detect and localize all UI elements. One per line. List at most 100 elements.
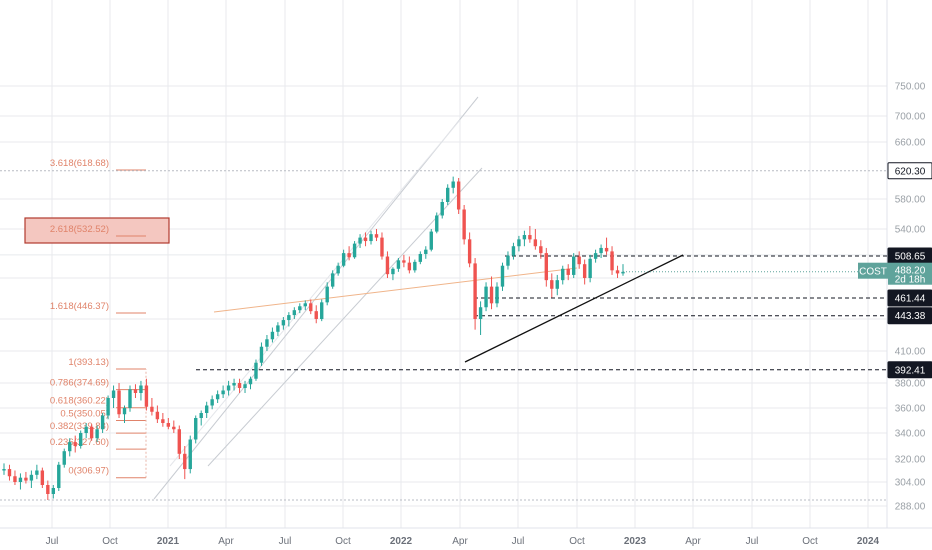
y-tick-label: 580.00 [895,195,926,206]
y-tick-label: 320.00 [895,455,926,466]
x-tick-label: Apr [218,536,234,547]
candle-body [528,235,532,240]
candle-body [194,418,198,440]
candle-body [243,384,247,388]
x-tick-label: Oct [102,536,118,547]
candle-body [539,246,543,254]
horizontal-levels[interactable] [0,170,887,501]
candle-body [424,249,428,254]
fib-level-label: 0.5(350.05) [60,408,109,419]
fib-level-label: 3.618(618.68) [50,158,109,169]
candle-body [237,383,242,388]
fib-level-label: 0.618(360.22) [50,396,109,407]
y-tick-label: 288.00 [895,502,926,513]
candle-body [336,265,340,274]
candle-body [117,390,121,415]
candle-body [248,378,253,385]
x-tick-label: 2021 [157,536,180,547]
symbol-tag: COST [859,267,887,278]
current-price-label: 488.20 [895,266,926,277]
candle-body [369,234,373,242]
candle-body [215,394,220,400]
candle-body [7,469,12,477]
candle-body [599,247,603,254]
candle-body [325,286,329,303]
candle-body [144,385,149,407]
candle-body [139,385,143,393]
price-level-tag: 443.38 [895,311,926,322]
candle-body [95,429,99,439]
candle-body [484,286,488,308]
y-tick-label: 750.00 [895,82,926,93]
y-tick-label: 700.00 [895,112,926,123]
y-tick-label: 660.00 [895,138,926,149]
candle-body [172,426,176,430]
candle-body [341,253,346,266]
candle-body [309,303,313,312]
candle-body [35,470,39,475]
candle-body [265,339,269,347]
candle-body [281,320,286,326]
candle-body [100,415,105,430]
candle-body [161,419,165,423]
candle-body [298,306,302,311]
price-level-tag-bg [887,307,932,325]
candle-body [128,389,132,408]
candle-body [320,302,324,319]
candle-body [292,310,297,316]
candle-body [78,433,83,446]
x-tick-label: 2024 [857,536,880,547]
trend-lines[interactable] [464,254,684,363]
candle-body [615,270,620,274]
channel-line [153,96,479,500]
channel-lines[interactable] [153,96,578,500]
candle-body [330,273,335,287]
candle-body [46,485,50,494]
candle-body [566,268,570,275]
candle-body [2,469,6,471]
candle-body [374,234,379,238]
candle-body [73,442,77,446]
fib-level-label: 1(393.13) [68,357,109,368]
candle-body [588,258,592,278]
fib-level-label: 1.618(446.37) [50,301,109,312]
candle-body [429,231,433,250]
candle-body [478,307,483,319]
candle-body [621,271,625,274]
candle-body [451,181,455,188]
candle-body [166,423,171,427]
candle-body [177,429,181,454]
candle-body [276,325,280,332]
candle-body [352,243,357,258]
candle-body [550,280,554,289]
y-tick-label: 360.00 [895,404,926,415]
y-tick-label: 410.00 [895,347,926,358]
candle-body [593,253,598,259]
price-level-tag: 461.44 [895,294,926,305]
candle-body [435,215,439,232]
candle-body [522,235,527,240]
time-axis[interactable]: Jul Oct 2021 Apr Jul Oct 2022 Apr Jul Oct 2023 Apr J… [46,536,880,547]
candle-body [57,464,61,488]
candle-body [495,286,499,304]
candle-body [467,239,472,264]
candle-body [155,411,160,420]
candle-body [391,268,395,275]
candle-body [106,398,110,416]
candle-body [385,256,390,275]
candle-body [517,239,521,247]
fib-highlight-box [24,217,170,244]
grid-lines [0,0,932,529]
candle-body [40,470,45,485]
candle-body [111,390,116,398]
y-tick-label: 304.00 [895,478,926,489]
price-level-tag: 508.65 [895,252,926,263]
candle-body [604,247,609,252]
price-level-tag: 392.41 [895,365,926,376]
candle-body [582,264,587,278]
x-tick-label: Oct [569,536,585,547]
candle-body [577,256,581,265]
candle-body [24,477,28,481]
